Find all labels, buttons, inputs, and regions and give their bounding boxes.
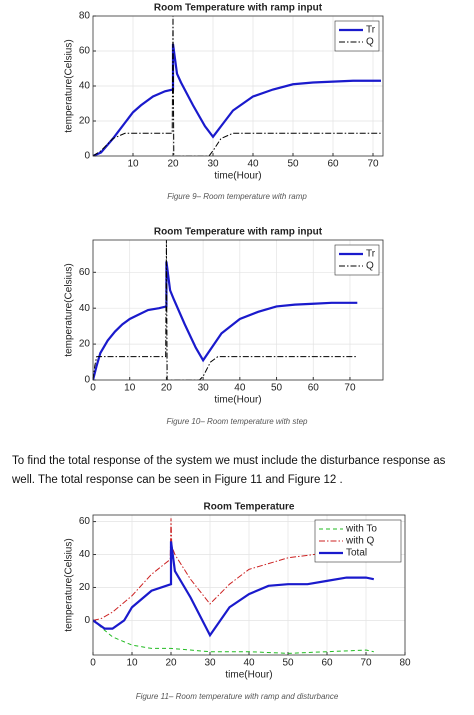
axes-box xyxy=(92,239,384,381)
legend-label: Q xyxy=(366,261,374,272)
caption: Figure 10– Room temperature with step xyxy=(166,417,308,426)
x-tick-label: 70 xyxy=(344,383,356,394)
y-tick-label: 80 xyxy=(79,11,91,22)
chart-title: Room Temperature xyxy=(204,502,295,513)
x-tick-label: 20 xyxy=(161,383,173,394)
legend-box xyxy=(314,519,402,563)
chart: 0 20 40 60 0 10 20 30 40 50 60 70 80 Room Temperature… xyxy=(64,502,411,681)
y-axis-label: temperature(Celsius) xyxy=(64,538,75,631)
x-tick-label: 60 xyxy=(308,383,320,394)
x-tick-label: 30 xyxy=(204,658,216,669)
x-tick-label: 50 xyxy=(282,658,294,669)
y-tick-label: 60 xyxy=(79,267,91,278)
x-tick-label: 20 xyxy=(167,159,179,170)
x-tick-label: 50 xyxy=(287,159,299,170)
x-tick-label: 70 xyxy=(367,159,379,170)
legend-box xyxy=(334,20,380,52)
paragraph-line: To find the total response of the system… xyxy=(12,455,446,467)
x-tick-label: 10 xyxy=(127,159,139,170)
series-line xyxy=(93,261,358,380)
y-tick-label: 0 xyxy=(84,375,90,386)
legend-label: with To xyxy=(345,524,377,535)
x-axis-label: time(Hour) xyxy=(214,395,261,406)
chart: 0 20 40 60 0 10 20 30 40 50 60 70 Room Temperature w… xyxy=(64,227,384,406)
x-tick-label: 60 xyxy=(327,159,339,170)
chart-title: Room Temperature with ramp input xyxy=(154,3,323,14)
y-tick-label: 40 xyxy=(79,549,91,560)
x-tick-label: 10 xyxy=(126,658,138,669)
x-tick-label: 40 xyxy=(247,159,259,170)
x-tick-label: 0 xyxy=(90,383,96,394)
series-line xyxy=(93,43,381,156)
y-tick-label: 20 xyxy=(79,582,91,593)
legend-label: Tr xyxy=(366,25,376,36)
y-tick-label: 0 xyxy=(84,615,90,626)
x-tick-label: 70 xyxy=(360,658,372,669)
paragraph-line: well. The total response can be seen in … xyxy=(12,474,343,486)
series-line xyxy=(93,518,374,621)
y-tick-label: 20 xyxy=(79,116,91,127)
x-tick-label: 50 xyxy=(271,383,283,394)
chart: 0 20 40 60 80 10 20 30 40 50 60 70 Room Temperature … xyxy=(64,3,384,182)
legend-box xyxy=(334,244,380,276)
y-tick-label: 0 xyxy=(84,151,90,162)
series-line xyxy=(93,541,375,638)
x-tick-label: 40 xyxy=(234,383,246,394)
x-axis-label: time(Hour) xyxy=(214,171,261,182)
x-axis-label: time(Hour) xyxy=(225,670,272,681)
x-tick-label: 60 xyxy=(321,658,333,669)
y-tick-label: 20 xyxy=(79,339,91,350)
y-axis-label: temperature(Celsius) xyxy=(64,263,75,356)
series-line xyxy=(93,240,358,380)
x-tick-label: 20 xyxy=(165,658,177,669)
plot-area xyxy=(93,240,383,380)
axes-box xyxy=(92,15,384,157)
y-tick-label: 40 xyxy=(79,303,91,314)
x-tick-label: 40 xyxy=(243,658,255,669)
legend-label: Total xyxy=(346,548,367,559)
legend-label: with Q xyxy=(345,536,375,547)
x-tick-label: 30 xyxy=(207,159,219,170)
y-tick-label: 60 xyxy=(79,46,91,57)
legend-label: Tr xyxy=(366,249,376,260)
y-tick-label: 40 xyxy=(79,81,91,92)
caption: Figure 9– Room temperature with ramp xyxy=(167,192,307,201)
x-tick-label: 0 xyxy=(90,658,96,669)
x-tick-label: 30 xyxy=(198,383,210,394)
axes-box xyxy=(92,514,406,656)
x-tick-label: 80 xyxy=(399,658,411,669)
caption: Figure 11– Room temperature with ramp an… xyxy=(135,692,339,701)
series-line xyxy=(93,16,381,156)
chart-title: Room Temperature with ramp input xyxy=(154,227,323,238)
x-tick-label: 10 xyxy=(124,383,136,394)
y-tick-label: 60 xyxy=(79,516,91,527)
legend-label: Q xyxy=(366,37,374,48)
y-axis-label: temperature(Celsius) xyxy=(64,39,75,132)
series-line xyxy=(93,620,374,654)
